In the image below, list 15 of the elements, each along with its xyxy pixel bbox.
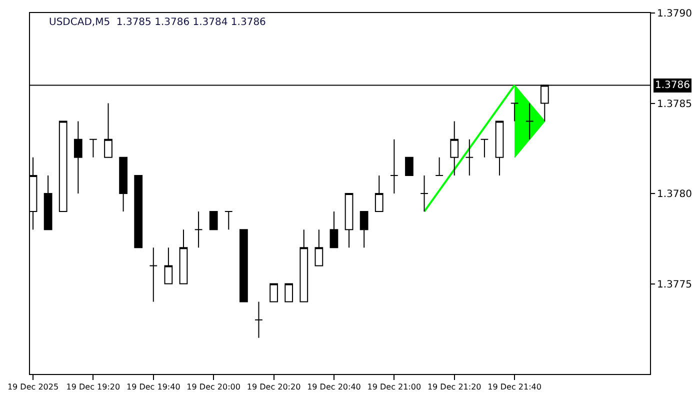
x-tick-label: 19 Dec 21:00 <box>367 382 422 392</box>
y-tick-label: 1.3775 <box>657 279 692 290</box>
y-tick-label: 1.3790 <box>657 8 692 20</box>
x-tick-label: 19 Dec 21:20 <box>427 382 482 392</box>
x-tick-label: 19 Dec 20:20 <box>246 382 301 392</box>
x-tick-label: 19 Dec 21:40 <box>488 382 542 392</box>
y-tick-label: 1.3780 <box>657 189 692 200</box>
x-tick-label: 19 Dec 19:20 <box>66 382 120 392</box>
x-tick-label: 19 Dec 19:40 <box>126 382 180 392</box>
x-tick-label: 19 Dec 20:00 <box>186 382 240 392</box>
ref-line-label: 1.3786 <box>655 80 690 91</box>
x-tick-label: 19 Dec 2025 <box>7 382 59 392</box>
chart-title: USDCAD,M5 1.3785 1.3786 1.3784 1.3786 <box>49 17 266 28</box>
x-tick-label: 19 Dec 20:40 <box>307 382 361 392</box>
y-tick-label: 1.3785 <box>657 98 692 110</box>
